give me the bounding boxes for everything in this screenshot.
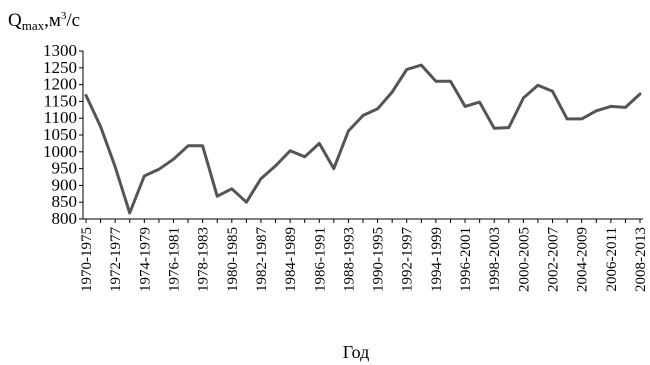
x-tick-label: 2000-2005 <box>516 227 532 292</box>
y-tick-label: 1000 <box>43 142 77 161</box>
y-axis-label: Qmax,м3/с <box>8 10 80 33</box>
y-tick-label: 850 <box>52 192 78 211</box>
y-tick-label: 1250 <box>43 58 77 77</box>
y-axis-label-subscript: max <box>22 18 45 33</box>
y-axis-label-units-suffix: /с <box>66 10 80 31</box>
y-tick-label: 900 <box>52 175 78 194</box>
x-axis-label: Год <box>343 342 369 362</box>
x-tick-label: 1998-2003 <box>487 227 503 292</box>
y-tick-label: 1300 <box>43 41 77 60</box>
x-tick-label: 2004-2009 <box>575 227 591 292</box>
x-tick-label: 2006-2011 <box>604 227 620 291</box>
y-axis-label-units: ,м <box>44 10 61 31</box>
x-tick-label: 1980-1985 <box>225 227 241 292</box>
x-tick-label: 1986-1991 <box>312 227 328 292</box>
x-tick-label: 1976-1981 <box>166 227 182 292</box>
x-tick-label: 1994-1999 <box>429 227 445 292</box>
x-tick-label: 2002-2007 <box>546 227 562 292</box>
x-tick-label: 1990-1995 <box>371 227 387 292</box>
series-group <box>84 63 642 215</box>
x-tick-label: 1978-1983 <box>196 227 212 292</box>
y-tick-label: 950 <box>52 159 78 178</box>
y-tick-label: 1200 <box>43 75 77 94</box>
series-line <box>84 63 642 215</box>
svg-text:Qmax,м3/с: Qmax,м3/с <box>8 10 80 33</box>
x-tick-label: 1972-1977 <box>108 227 124 292</box>
y-axis-label-main: Q <box>8 10 22 31</box>
x-tick-label: 1988-1993 <box>341 227 357 292</box>
y-tick-label: 1100 <box>44 108 77 127</box>
x-tick-label: 1974-1979 <box>137 227 153 292</box>
x-tick-label: 1984-1989 <box>283 227 299 292</box>
x-ticks: 1970-1975 1972-1977 1974-1979 1976-1981 1978… <box>79 219 649 292</box>
y-axis-label-power: 3 <box>61 10 67 22</box>
x-tick-label: 2008-2013 <box>633 227 649 292</box>
y-tick-label: 800 <box>52 209 78 228</box>
y-tick-label: 1050 <box>43 125 77 144</box>
x-tick-label: 1992-1997 <box>400 227 416 292</box>
x-tick-label: 1982-1987 <box>254 227 270 292</box>
y-tick-label: 1150 <box>44 91 77 110</box>
x-tick-label: 1970-1975 <box>79 227 95 292</box>
x-tick-label: 1996-2001 <box>458 227 474 292</box>
